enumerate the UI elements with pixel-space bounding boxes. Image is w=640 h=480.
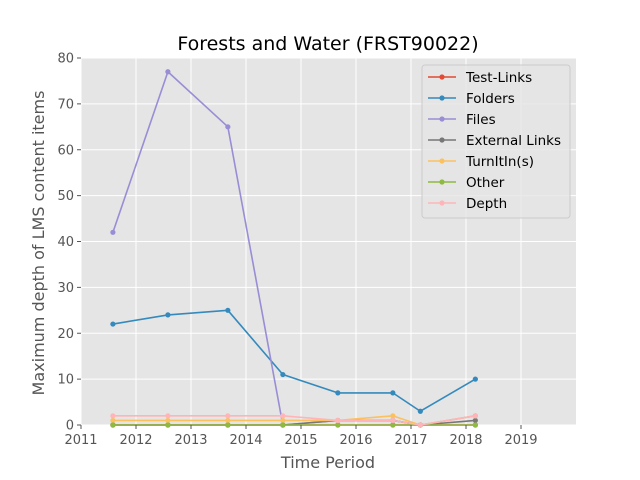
legend-item: Folders [428,91,515,107]
x-tick-label: 2013 [174,433,207,448]
data-point [110,321,116,327]
data-point [472,417,478,424]
data-point [472,413,478,419]
ticks: 2011 2012 2013 2014 2015 2016 2017 2018 2019 0 10 2… [57,52,537,449]
x-tick-label: 2018 [449,433,482,448]
data-point [280,413,286,419]
data-point [165,417,171,424]
series-line [112,309,476,413]
data-point [390,417,396,424]
series-folders [110,307,478,414]
y-tick-label: 40 [57,235,74,250]
data-point [280,417,286,424]
y-tick-label: 70 [57,97,74,112]
data-point [165,413,171,419]
data-point [165,69,171,75]
data-point [417,408,423,414]
legend-label: Files [466,112,496,128]
data-point [390,390,396,396]
x-tick-label: 2019 [504,433,537,448]
legend-marker [439,137,445,143]
data-point [225,422,231,428]
data-point [225,417,231,424]
data-point [110,422,116,428]
legend-marker [439,158,445,164]
data-point [225,413,231,419]
legend-item: Files [428,112,496,128]
data-point [280,371,286,378]
data-point [472,376,478,382]
legend-item: TurnItIn(s) [428,154,534,170]
data-point [335,390,341,396]
legend-item: External Links [428,133,561,149]
y-tick-label: 0 [66,419,74,434]
data-point [165,422,171,428]
legend-box [421,64,571,219]
legend-label: External Links [466,133,561,149]
data-point [110,413,116,419]
legend-marker [439,116,445,122]
data-point [335,422,341,428]
data-point [280,422,286,428]
y-tick-label: 60 [57,143,74,158]
data-point [417,422,423,428]
legend-label: TurnItIn(s) [465,154,534,170]
legend-item: Test-Links [428,70,532,86]
legend-label: Folders [466,91,515,107]
series-depth [110,413,478,428]
data-point [390,413,396,419]
data-point [335,417,341,424]
data-point [472,422,478,428]
data-point [390,422,396,428]
x-tick-label: 2016 [339,433,372,448]
legend: Test-Links Folders Files External Links Turn… [421,64,571,219]
legend-item: Depth [428,196,507,212]
x-tick-label: 2017 [394,433,427,448]
legend-marker [439,74,445,80]
y-tick-label: 20 [57,327,74,342]
chart-title: Forests and Water (FRST90022) [177,33,478,55]
x-tick-label: 2015 [284,433,317,448]
legend-marker [439,95,445,101]
data-point [225,124,231,130]
legend-marker [439,200,445,206]
series-line [112,415,476,426]
y-axis-label: Maximum depth of LMS content items [29,91,48,396]
x-tick-label: 2014 [229,433,262,448]
legend-marker [439,179,445,185]
x-tick-label: 2011 [64,433,97,448]
legend-label: Depth [466,196,507,212]
legend-label: Test-Links [465,70,532,86]
data-point [110,417,116,424]
x-axis-label: Time Period [280,453,375,472]
series-layer [110,69,478,428]
data-point [110,229,116,235]
data-point [225,307,231,313]
y-tick-label: 30 [57,281,74,296]
y-tick-label: 50 [57,189,74,204]
y-tick-label: 80 [57,52,74,67]
data-point [165,312,171,318]
x-tick-label: 2012 [119,433,152,448]
y-tick-label: 10 [57,373,74,388]
legend-label: Other [466,175,505,191]
legend-item: Other [428,175,505,191]
